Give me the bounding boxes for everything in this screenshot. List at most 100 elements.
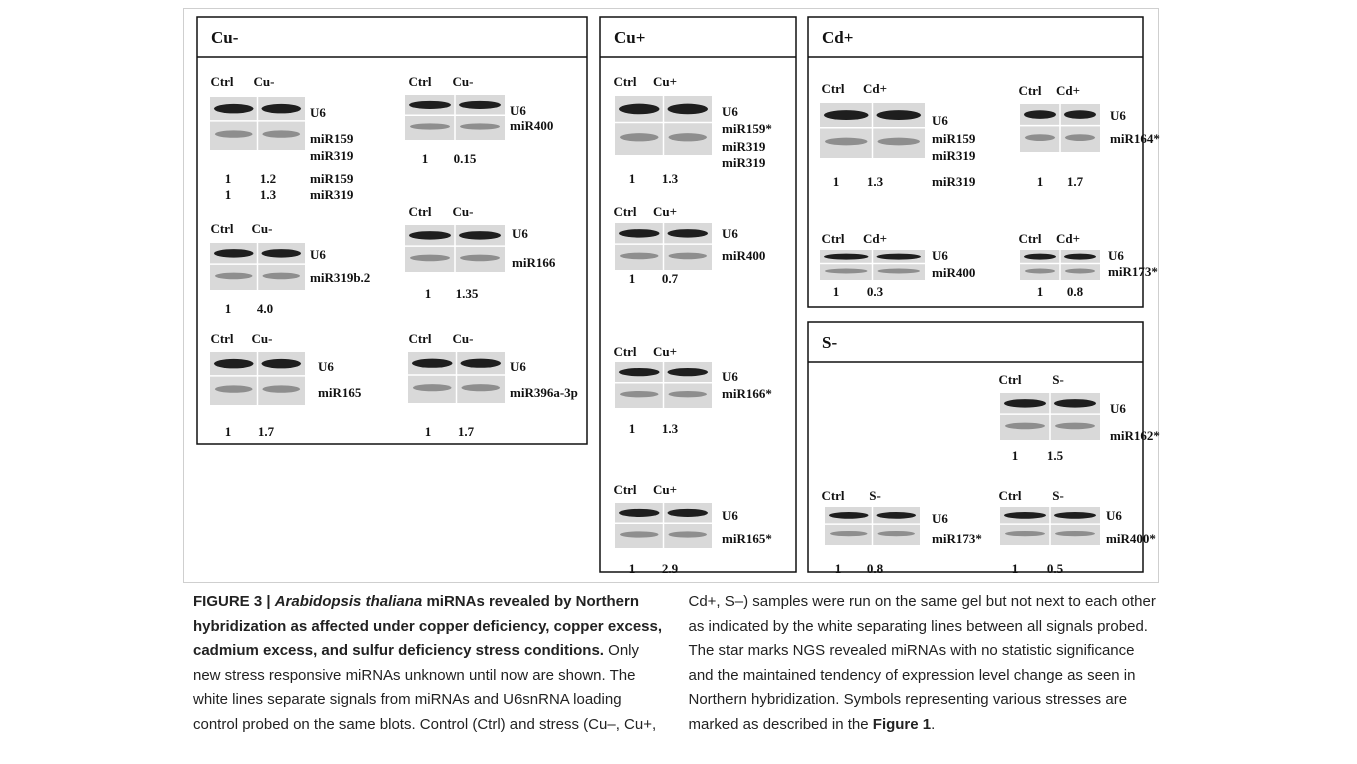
- lane-label: Cu-: [252, 221, 273, 236]
- relative-level: 1: [225, 187, 232, 202]
- probe-label: miR400: [722, 248, 765, 263]
- u6-band: [1064, 110, 1096, 119]
- relative-level: 1: [833, 284, 840, 299]
- probe-label: miR166: [512, 255, 556, 270]
- mirna-band: [263, 385, 301, 392]
- lane-label: Cu-: [453, 204, 474, 219]
- relative-level: 0.8: [1067, 284, 1084, 299]
- u6-band: [409, 101, 451, 109]
- page: {"figure": { "panels": [ {"title": "Cu-"…: [0, 0, 1357, 764]
- relative-level: 0.7: [662, 271, 679, 286]
- relative-level: 1.35: [456, 286, 479, 301]
- mirna-band: [1055, 423, 1095, 430]
- mirna-band: [460, 255, 500, 262]
- relative-level: 2.9: [662, 561, 679, 576]
- u6-band: [877, 254, 922, 260]
- u6-band: [1054, 512, 1096, 519]
- panel-title: S-: [822, 333, 837, 352]
- mirna-band: [878, 531, 916, 536]
- lane-label: Ctrl: [821, 488, 844, 503]
- probe-label: miR159: [310, 131, 354, 146]
- relative-level: 0.3: [867, 284, 884, 299]
- lane-label: Ctrl: [1018, 231, 1041, 246]
- lane-label: Ctrl: [613, 344, 636, 359]
- relative-level: 0.8: [867, 561, 884, 576]
- relative-level: 1.3: [867, 174, 884, 189]
- caption-end: .: [931, 716, 935, 733]
- mirna-band: [263, 130, 301, 137]
- u6-band: [461, 359, 502, 368]
- lane-label: Ctrl: [613, 204, 636, 219]
- u6-band: [619, 509, 660, 517]
- mirna-band: [878, 138, 921, 146]
- mirna-band: [620, 391, 659, 397]
- u6-band: [214, 104, 254, 114]
- relative-level: 1: [422, 151, 429, 166]
- u6-band: [1054, 399, 1096, 407]
- mirna-band: [825, 269, 868, 274]
- relative-level: 1: [225, 301, 232, 316]
- probe-label: U6: [1110, 401, 1126, 416]
- mirna-band: [215, 385, 253, 392]
- probe-label: miR164*: [1110, 131, 1160, 146]
- u6-band: [459, 231, 501, 239]
- lane-label: Cu+: [653, 344, 677, 359]
- mirna-band: [215, 130, 253, 137]
- mirna-band: [263, 273, 301, 280]
- probe-label: U6: [512, 226, 528, 241]
- relative-level: 1: [225, 171, 232, 186]
- probe-label: U6: [722, 104, 738, 119]
- lane-label: Ctrl: [613, 482, 636, 497]
- u6-band: [459, 101, 501, 109]
- mirna-band: [462, 384, 501, 391]
- lane-label: Ctrl: [408, 74, 431, 89]
- relative-level: 1.2: [260, 171, 276, 186]
- lane-label: Cu-: [254, 74, 275, 89]
- u6-band: [262, 359, 302, 369]
- u6-band: [829, 512, 869, 519]
- mirna-band: [669, 531, 708, 537]
- relative-level: 1.7: [1067, 174, 1084, 189]
- lane-label: Cd+: [1056, 83, 1080, 98]
- probe-label: U6: [318, 359, 334, 374]
- mirna-band: [1005, 423, 1045, 430]
- mirna-band: [669, 253, 708, 260]
- mirna-band: [620, 531, 659, 537]
- u6-band: [1024, 110, 1056, 119]
- probe-label: miR162*: [1110, 428, 1160, 443]
- caption-species: Arabidopsis thaliana: [275, 593, 423, 610]
- relative-level: 1.7: [458, 424, 475, 439]
- lane-label: Cu-: [252, 331, 273, 346]
- u6-band: [877, 512, 917, 519]
- relative-level: 4.0: [257, 301, 273, 316]
- mirna-band: [410, 255, 450, 262]
- u6-band: [619, 229, 660, 237]
- probe-label: U6: [722, 226, 738, 241]
- probe-label: U6: [1106, 508, 1122, 523]
- probe-label: miR319: [310, 148, 354, 163]
- lane-label: Ctrl: [613, 74, 636, 89]
- u6-band: [262, 104, 302, 114]
- probe-label: miR319b.2: [310, 270, 370, 285]
- probe-label: U6: [1110, 108, 1126, 123]
- caption-body: Only new stress responsive miRNAs unknow…: [193, 593, 1156, 733]
- lane-label: Cu+: [653, 74, 677, 89]
- mirna-band: [1055, 531, 1095, 536]
- u6-band: [412, 359, 453, 368]
- mirna-band: [669, 133, 708, 141]
- probe-label: U6: [932, 511, 948, 526]
- u6-band: [409, 231, 451, 239]
- probe-label: miR159: [932, 131, 976, 146]
- relative-level: 1.3: [662, 171, 679, 186]
- relative-level: 1.5: [1047, 448, 1064, 463]
- relative-level: 1: [835, 561, 842, 576]
- mirna-band: [878, 269, 921, 274]
- lane-label: Cd+: [863, 81, 887, 96]
- relative-level: 0.15: [454, 151, 477, 166]
- relative-level: 1: [629, 561, 636, 576]
- relative-level: 1.3: [662, 421, 679, 436]
- probe-label: miR400: [932, 265, 975, 280]
- u6-band: [1004, 512, 1046, 519]
- relative-level: 1: [425, 424, 432, 439]
- relative-level: 1.7: [258, 424, 275, 439]
